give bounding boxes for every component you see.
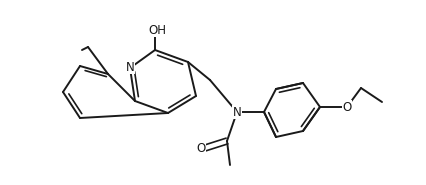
Text: O: O: [196, 142, 206, 154]
Text: O: O: [343, 100, 351, 114]
Text: OH: OH: [148, 23, 166, 36]
Text: N: N: [126, 60, 134, 73]
Text: N: N: [233, 105, 242, 119]
